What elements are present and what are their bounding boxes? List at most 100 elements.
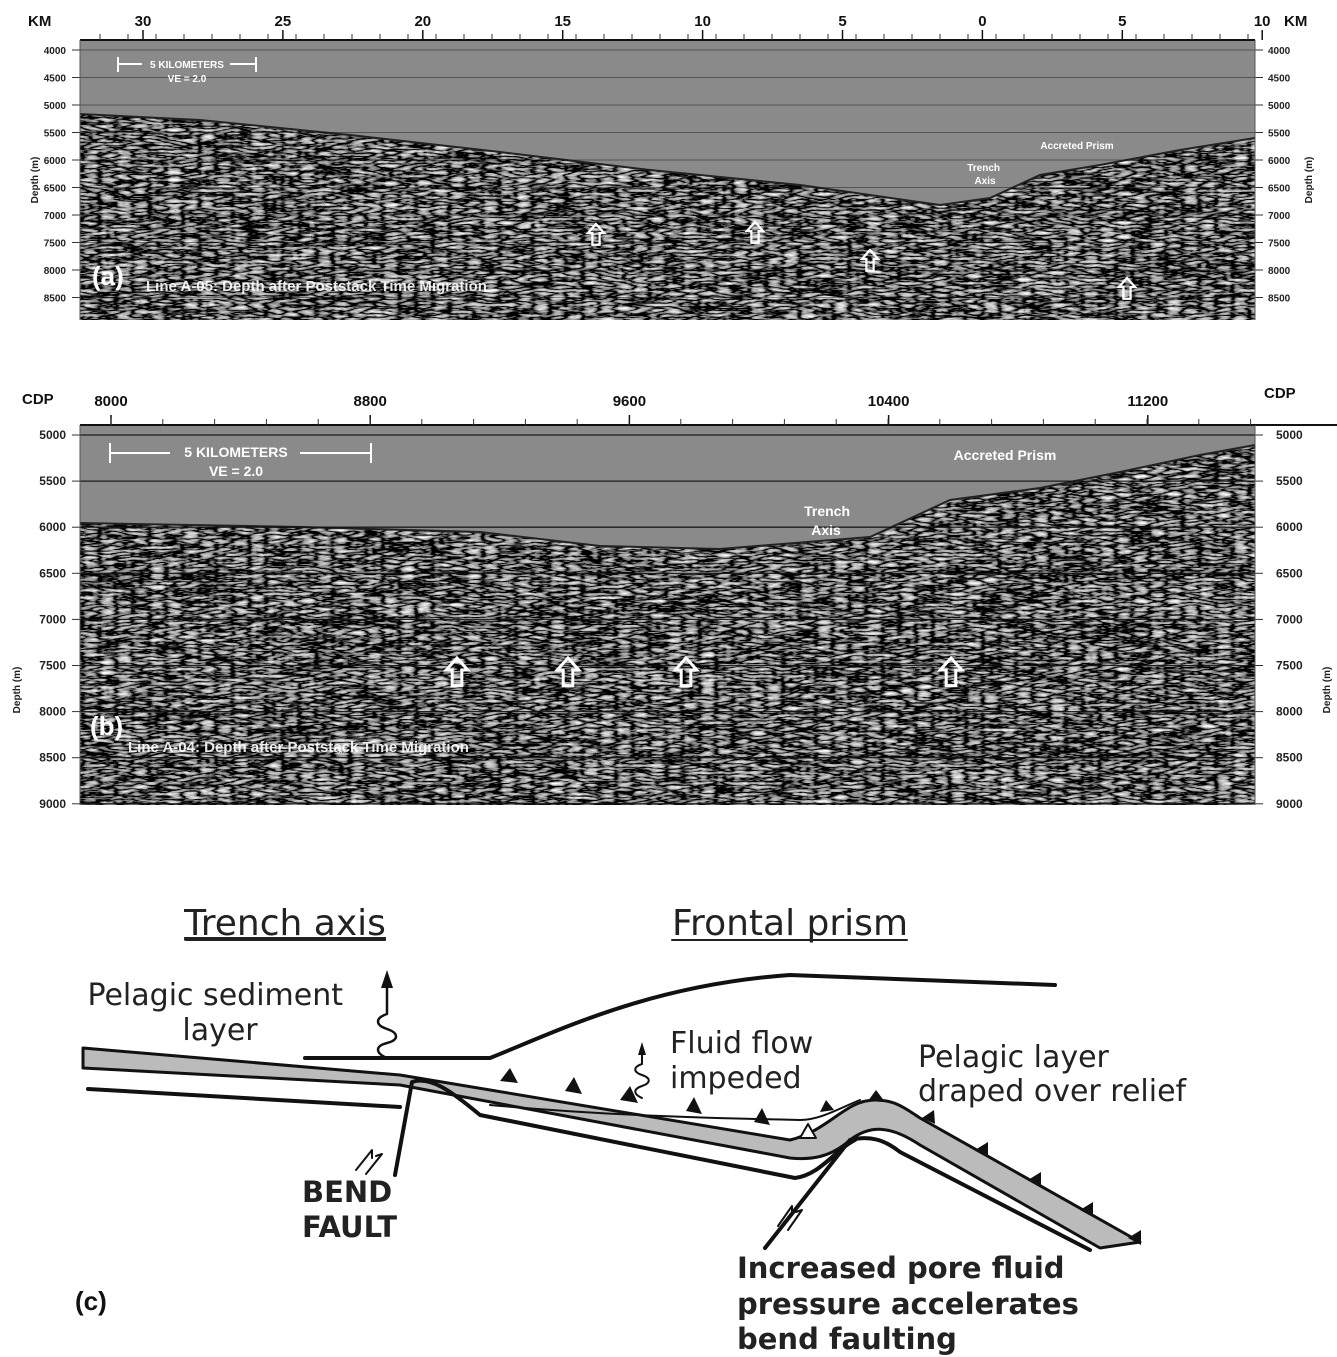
label-line: draped over relief [918,1074,1188,1109]
annotation-line: Trench [804,503,850,519]
y-tick-label: 4500 [1268,74,1291,85]
y-tick-label: 7000 [39,612,66,626]
heading: Trench axis [183,903,386,944]
scale-bar-label: 5 KILOMETERS [184,444,287,460]
x-unit: CDP [22,391,54,408]
label-line: Fluid flow [670,1026,813,1061]
x-unit: KM [1284,13,1307,30]
y-tick-label: 8000 [1276,705,1303,719]
annotation-line: Axis [811,522,841,538]
panel-label: (c) [75,1286,107,1316]
y-tick-label: 8500 [1268,294,1291,305]
y-axis-label: Depth (m) [1322,667,1333,714]
annotation: Accreted Prism [1040,141,1113,152]
page: Seismic sections and bend-fault diagram … [0,0,1337,1357]
x-tick-label: 5 [1118,13,1126,30]
y-tick-label: 7000 [1276,612,1303,626]
panel-a: 30 25 20 15 10 5 0 5 10 4000 4000 4500 4500 5000 5000 5… [28,13,1315,320]
y-tick-label: 5500 [39,474,66,488]
panel-c: Trench axis Frontal prism Pelagic sedime… [75,903,1188,1356]
y-tick-label: 4000 [1268,46,1291,57]
y-tick-label: 8000 [44,266,67,277]
panel-label: (b) [90,711,123,741]
x-tick-label: 10 [1254,13,1271,30]
crust-line [88,1089,400,1107]
y-axis-label: Depth (m) [30,157,41,204]
y-tick-label: 8000 [39,705,66,719]
y-tick-label: 5000 [44,101,67,112]
x-tick-label: 5 [838,13,846,30]
x-unit: CDP [1264,385,1296,402]
ve-label: VE = 2.0 [168,74,207,85]
label-line: layer [182,1013,258,1048]
x-tick-label: 8000 [94,393,127,410]
y-tick-label: 6000 [1276,520,1303,534]
fault-sense [356,1150,382,1174]
label: Fluid flow impeded [670,1026,823,1096]
y-tick-label: 7500 [1268,239,1291,250]
caption: Line A-05: Depth after Poststack Time Mi… [146,278,487,295]
y-tick-label: 5500 [44,129,67,140]
fluid-arrow-head [381,970,393,988]
y-tick-label: 6000 [44,156,67,167]
label-line: pressure accelerates [737,1287,1079,1321]
heading: Frontal prism [672,903,908,944]
y-tick-label: 6500 [1276,566,1303,580]
y-tick-label: 8500 [1276,751,1303,765]
y-tick-label: 6500 [39,566,66,580]
y-tick-label: 7000 [1268,211,1291,222]
y-tick-label: 7000 [44,211,67,222]
x-tick-label: 20 [414,13,431,30]
body: 30 25 20 15 10 5 0 5 10 4000 4000 4500 4500 5000 5000 5… [0,0,1337,1357]
fluid-arrow [378,985,396,1058]
y-tick-label: 8500 [39,751,66,765]
label: Pelagic sediment layer [87,978,352,1048]
x-tick-label: 9600 [613,393,646,410]
y-tick-label: 6000 [39,520,66,534]
label: BEND FAULT [302,1175,402,1244]
y-tick-label: 9000 [39,797,66,811]
x-tick-label: 8800 [354,393,387,410]
y-tick-label: 8000 [1268,266,1291,277]
panel-label: (a) [92,261,124,291]
x-tick-label: 25 [275,13,292,30]
label: Pelagic layer draped over relief [918,1040,1188,1109]
y-tick-label: 7500 [44,239,67,250]
x-tick-label: 11200 [1127,393,1168,410]
figure: 30 25 20 15 10 5 0 5 10 4000 4000 4500 4500 5000 5000 5… [0,0,1337,1357]
y-tick-label: 4500 [44,74,67,85]
y-tick-label: 5500 [1276,474,1303,488]
label-line: Pelagic sediment [87,978,343,1013]
x-tick-label: 10 [694,13,711,30]
y-tick-label: 8500 [44,294,67,305]
ve-label: VE = 2.0 [209,463,263,479]
fluid-arrow-head [638,1042,646,1055]
y-tick-label: 7500 [39,659,66,673]
y-tick-label: 6500 [1268,184,1291,195]
label-line: Pelagic layer [918,1040,1110,1075]
y-tick-label: 5000 [1276,428,1303,442]
y-axis-label: Depth (m) [12,667,23,714]
label-line: impeded [670,1061,802,1096]
label-line: BEND [302,1175,392,1209]
y-tick-label: 5000 [1268,101,1291,112]
y-tick-label: 5500 [1268,129,1291,140]
y-tick-label: 4000 [44,46,67,57]
y-tick-label: 6500 [44,184,67,195]
y-tick-label: 9000 [1276,797,1303,811]
label-line: Increased pore fluid [737,1251,1065,1285]
x-tick-label: 30 [135,13,152,30]
x-tick-label: 15 [554,13,571,30]
caption: Line A-04: Depth after Poststack Time Mi… [128,739,469,756]
y-tick-label: 6000 [1268,156,1291,167]
annotation: Accreted Prism [954,447,1057,463]
y-axis-label: Depth (m) [1304,157,1315,204]
annotation-line: Trench [967,163,1000,174]
annotation-line: Axis [974,176,996,187]
label-line: bend faulting [737,1322,957,1356]
fluid-arrow [635,1052,649,1098]
label: Increased pore fluid pressure accelerate… [737,1251,1089,1356]
x-tick-label: 10400 [868,393,910,410]
x-tick-label: 0 [978,13,986,30]
